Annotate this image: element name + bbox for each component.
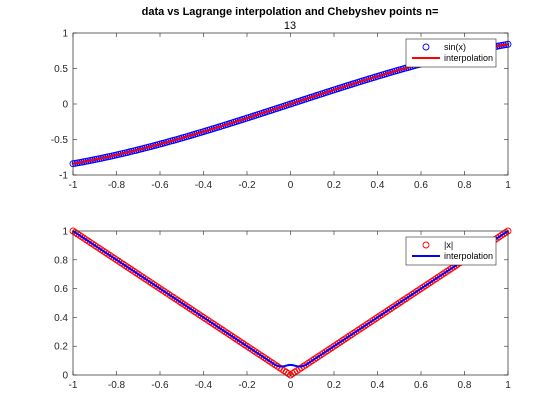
legend-marker-swatch: [422, 43, 430, 51]
data-point-marker: [502, 228, 510, 236]
legend-entry-label: interpolation: [444, 53, 493, 63]
x-tick-label: -0.6: [151, 380, 169, 391]
x-tick-label: -1: [69, 380, 78, 391]
x-tick-label: 0: [288, 380, 294, 391]
x-tick-label: 0.6: [414, 180, 428, 191]
legend-entry-label: interpolation: [444, 251, 493, 261]
x-tick-label: -0.4: [195, 380, 213, 391]
y-tick-label: 0: [62, 371, 68, 382]
y-tick-label: -1: [59, 171, 68, 182]
x-tick-label: 0.6: [414, 380, 428, 391]
x-tick-label: -0.2: [238, 180, 256, 191]
chart-title-n-value: 13: [284, 20, 296, 32]
legend: |x|interpolation: [405, 236, 497, 266]
x-tick-label: 0.4: [371, 180, 385, 191]
x-tick-label: -0.8: [108, 380, 126, 391]
x-tick-label: 0: [288, 180, 294, 191]
x-tick-label: -0.6: [151, 180, 169, 191]
bottom-axes: -1 -0.8 -0.6 -0.4 -0.2 0 0.2 0.4 0.6 0.8 1 0 0.2 0.4 0…: [54, 227, 512, 391]
legend-entry-label: |x|: [444, 240, 453, 250]
x-tick-label: -1: [69, 180, 78, 191]
axes-box: [72, 230, 509, 376]
y-tick-label: 0.5: [54, 64, 68, 75]
axes-box: [72, 32, 509, 176]
top-axes: -1 -0.8 -0.6 -0.4 -0.2 0 0.2 0.4 0.6 0.8 1 -1 -0.5 0 0…: [51, 29, 512, 191]
x-tick-label: 0.2: [327, 380, 341, 391]
x-tick-label: 0.8: [458, 380, 472, 391]
chart-title: data vs Lagrange interpolation and Cheby…: [142, 6, 439, 18]
x-tick-label: 1: [505, 380, 511, 391]
y-tick-label: 0.2: [54, 342, 68, 353]
y-tick-label: 1: [62, 227, 68, 238]
legend: sin(x)interpolation: [405, 38, 497, 68]
x-tick-label: 0.2: [327, 180, 341, 191]
y-tick-label: -0.5: [51, 135, 69, 146]
legend-marker-swatch: [422, 241, 430, 249]
y-tick-label: 1: [62, 29, 68, 40]
legend-entry-label: sin(x): [444, 42, 466, 52]
y-tick-label: 0.6: [54, 284, 68, 295]
legend-box: [405, 38, 497, 68]
x-tick-label: -0.2: [238, 380, 256, 391]
x-tick-label: -0.8: [108, 180, 126, 191]
x-tick-label: 0.4: [371, 380, 385, 391]
y-tick-label: 0: [62, 100, 68, 111]
y-tick-label: 0.4: [54, 313, 68, 324]
x-tick-label: 0.8: [458, 180, 472, 191]
x-tick-label: 1: [505, 180, 511, 191]
y-tick-label: 0.8: [54, 255, 68, 266]
data-point-marker: [284, 370, 292, 378]
series-line: [72, 230, 509, 368]
x-tick-label: -0.4: [195, 180, 213, 191]
legend-box: [405, 236, 497, 266]
